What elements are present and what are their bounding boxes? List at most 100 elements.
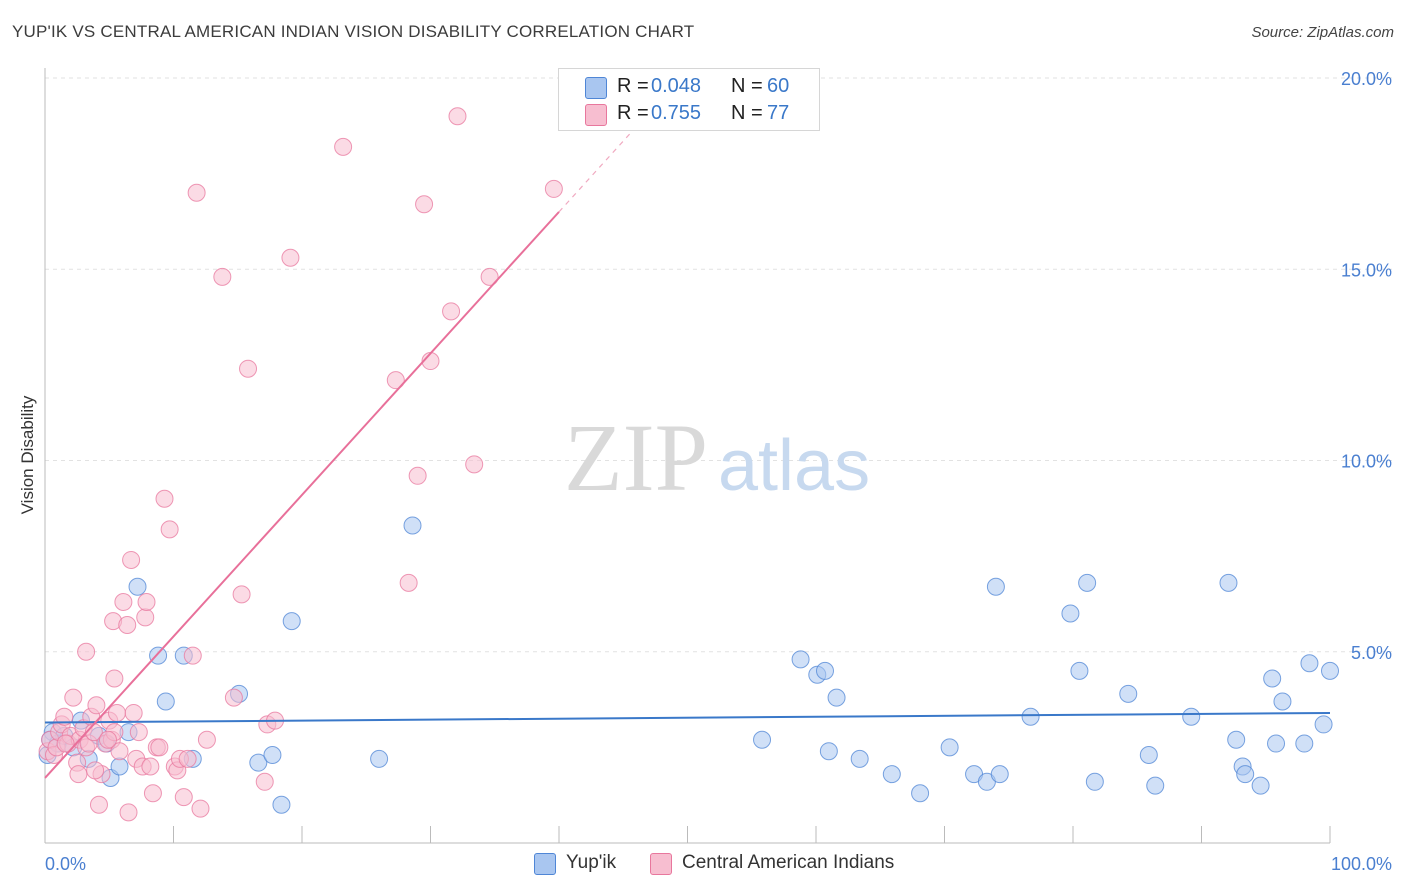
- yupik-point: [940, 738, 959, 757]
- yupik-point: [1021, 707, 1040, 726]
- central-american-point: [187, 183, 206, 202]
- central-american-point: [89, 795, 108, 814]
- yupik-point: [1273, 692, 1292, 711]
- central-american-point: [56, 734, 75, 753]
- bottom-legend-swatch-pink: [650, 853, 672, 875]
- central-american-point: [55, 707, 74, 726]
- legend-swatch-blue: [585, 77, 607, 99]
- central-american-point: [183, 646, 202, 665]
- central-american-point: [141, 757, 160, 776]
- yupik-point: [1251, 776, 1270, 795]
- yupik-point: [282, 612, 301, 631]
- yupik-point: [370, 749, 389, 768]
- central-american-point: [105, 669, 124, 688]
- yupik-point: [1263, 669, 1282, 688]
- yupik-point: [249, 753, 268, 772]
- legend-n-label: N =: [731, 102, 763, 124]
- yupik-point: [850, 749, 869, 768]
- central-american-point: [119, 803, 138, 822]
- yupik-point: [1267, 734, 1286, 753]
- central-american-point: [122, 550, 141, 569]
- central-american-point: [136, 608, 155, 627]
- central-american-point: [213, 267, 232, 286]
- central-american-point: [465, 455, 484, 474]
- yupik-point: [815, 661, 834, 680]
- yupik-point: [128, 577, 147, 596]
- legend-swatch-pink: [585, 104, 607, 126]
- central-american-trend-extension: [558, 69, 688, 213]
- central-american-point: [98, 730, 117, 749]
- yupik-point: [156, 692, 175, 711]
- source-label: Source: ZipAtlas.com: [1251, 24, 1394, 41]
- yupik-point: [911, 784, 930, 803]
- yupik-point: [1321, 661, 1339, 680]
- yupik-point: [1300, 654, 1319, 673]
- legend-r-value: 0.755: [651, 102, 702, 124]
- yupik-trend-line: [44, 711, 1331, 724]
- central-american-point: [143, 784, 162, 803]
- central-american-point: [110, 742, 129, 761]
- yupik-point: [1295, 734, 1314, 753]
- central-american-point: [442, 302, 461, 321]
- legend-r-label: R =: [617, 75, 649, 97]
- central-american-point: [408, 466, 427, 485]
- central-american-point: [191, 799, 210, 818]
- central-american-point: [114, 593, 133, 612]
- yupik-point: [791, 650, 810, 669]
- central-american-point: [137, 593, 156, 612]
- central-american-point: [129, 723, 148, 742]
- central-american-point: [118, 615, 137, 634]
- data-points: [38, 107, 1339, 822]
- watermark-zip: ZIP: [564, 404, 708, 511]
- yupik-point: [110, 757, 129, 776]
- yupik-point: [1182, 707, 1201, 726]
- central-american-point: [174, 788, 193, 807]
- y-tick-label: 10.0%: [1341, 452, 1392, 472]
- yupik-point: [1314, 715, 1333, 734]
- central-american-point: [480, 267, 499, 286]
- yupik-point: [1139, 746, 1158, 765]
- trend-lines: [44, 69, 1331, 779]
- yupik-point: [986, 577, 1005, 596]
- central-american-point: [386, 371, 405, 390]
- central-american-point: [69, 765, 88, 784]
- bottom-legend-swatch-blue: [534, 853, 556, 875]
- central-american-point: [150, 738, 169, 757]
- yupik-point: [990, 765, 1009, 784]
- yupik-point: [272, 795, 291, 814]
- watermark-atlas: atlas: [718, 426, 870, 506]
- gridlines: [45, 77, 1392, 653]
- central-american-point: [107, 703, 126, 722]
- central-american-point: [255, 772, 274, 791]
- central-american-point: [86, 761, 105, 780]
- yupik-point: [1227, 730, 1246, 749]
- bottom-legend-label: Yup'ik: [566, 852, 617, 873]
- correlation-legend: R = 0.048 N = 60 R = 0.755 N = 77: [558, 68, 820, 131]
- central-american-point: [64, 688, 83, 707]
- legend-n-value: 77: [767, 102, 790, 124]
- yupik-point: [882, 765, 901, 784]
- central-american-point: [334, 137, 353, 156]
- central-american-point: [448, 107, 467, 126]
- yupik-point: [1078, 573, 1097, 592]
- axes: [44, 68, 1331, 844]
- yupik-point: [1085, 772, 1104, 791]
- yupik-point: [1219, 573, 1238, 592]
- yupik-point: [753, 730, 772, 749]
- legend-n-value: 60: [767, 75, 790, 97]
- central-american-point: [415, 195, 434, 214]
- yupik-point: [1146, 776, 1165, 795]
- yupik-point: [149, 646, 168, 665]
- central-american-point: [178, 749, 197, 768]
- central-american-point: [77, 642, 96, 661]
- chart-title: YUP'IK VS CENTRAL AMERICAN INDIAN VISION…: [12, 22, 695, 41]
- central-american-point: [155, 489, 174, 508]
- legend-r-label: R =: [617, 102, 649, 124]
- watermark: ZIP atlas: [564, 404, 870, 511]
- yupik-point: [819, 742, 838, 761]
- yupik-point: [1070, 661, 1089, 680]
- central-american-point: [160, 520, 179, 539]
- central-american-point: [544, 179, 563, 198]
- central-american-point: [124, 703, 143, 722]
